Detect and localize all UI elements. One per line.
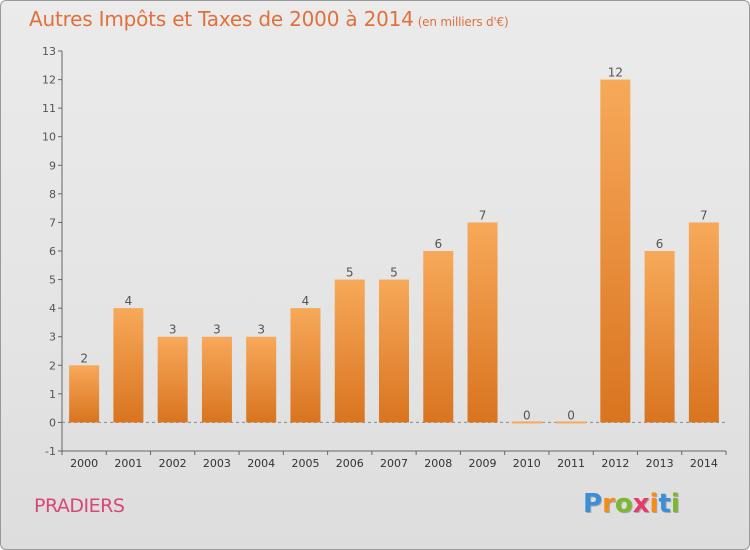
data-label-2001: 4 xyxy=(125,294,133,308)
bar-2014 xyxy=(688,222,719,423)
y-tick-label: 10 xyxy=(42,131,56,144)
bar-2006 xyxy=(334,279,365,423)
bar-2012 xyxy=(600,79,631,423)
bar-2001 xyxy=(113,308,144,423)
data-label-2013: 6 xyxy=(656,237,664,251)
x-tick-label-2004: 2004 xyxy=(247,457,275,470)
x-tick-label-2007: 2007 xyxy=(380,457,408,470)
y-tick-label: 8 xyxy=(49,188,56,201)
y-tick-label: 9 xyxy=(49,159,56,172)
data-label-2005: 4 xyxy=(302,294,310,308)
chart-title-text: Autres Impôts et Taxes de 2000 à 2014 xyxy=(29,7,414,31)
x-tick-label-2012: 2012 xyxy=(601,457,629,470)
bar-2004 xyxy=(246,336,277,423)
data-label-2009: 7 xyxy=(479,208,487,222)
data-label-2014: 7 xyxy=(700,208,708,222)
data-label-2003: 3 xyxy=(213,323,221,337)
y-tick-label: -1 xyxy=(45,445,56,458)
bar-2008 xyxy=(423,251,454,423)
chart-title: Autres Impôts et Taxes de 2000 à 2014 (en… xyxy=(29,7,509,31)
x-tick-label-2001: 2001 xyxy=(114,457,142,470)
chart-bars xyxy=(69,79,719,424)
proxiti-logo: Proxiti xyxy=(583,489,680,519)
y-tick-label: 0 xyxy=(49,416,56,429)
x-tick-label-2002: 2002 xyxy=(159,457,187,470)
x-tick-label-2011: 2011 xyxy=(557,457,585,470)
data-label-2012: 12 xyxy=(608,66,623,80)
x-tick-label-2008: 2008 xyxy=(424,457,452,470)
logo-letter: r xyxy=(602,489,615,519)
x-tick-label-2009: 2009 xyxy=(469,457,497,470)
y-tick-label: 5 xyxy=(49,274,56,287)
chart-x-tick-labels: 2000 2001 2002 2003 2004 2005 2006 2007 2008 2009… xyxy=(70,457,718,470)
x-tick-label-2013: 2013 xyxy=(646,457,674,470)
bar-2005 xyxy=(290,308,321,423)
logo-letter: P xyxy=(583,489,603,519)
y-tick-label: 1 xyxy=(49,388,56,401)
logo-letter: i xyxy=(670,489,680,519)
bar-2007 xyxy=(379,279,409,423)
y-tick-label: 6 xyxy=(49,245,56,258)
bar-2010 xyxy=(511,421,542,424)
y-tick-label: 11 xyxy=(42,102,56,115)
bar-2000 xyxy=(69,365,100,423)
logo-letter: i xyxy=(649,489,659,519)
bar-2003 xyxy=(201,336,232,423)
bar-2009 xyxy=(467,222,498,423)
data-label-2006: 5 xyxy=(346,266,354,280)
x-tick-label-2000: 2000 xyxy=(70,457,98,470)
logo-letter: o xyxy=(614,489,633,519)
data-label-2007: 5 xyxy=(390,266,398,280)
y-tick-label: 13 xyxy=(42,45,56,58)
data-label-2000: 2 xyxy=(80,351,88,365)
chart-data-labels: 2 4 3 3 3 4 5 5 6 7 0 0 12 6 7 xyxy=(80,66,707,423)
data-label-2002: 3 xyxy=(169,323,177,337)
chart-subtitle: (en milliers d'€) xyxy=(417,15,509,29)
commune-name: PRADIERS xyxy=(34,495,125,517)
x-tick-label-2005: 2005 xyxy=(291,457,319,470)
data-label-2004: 3 xyxy=(257,323,265,337)
logo-letter: t xyxy=(658,489,671,519)
x-tick-label-2014: 2014 xyxy=(690,457,718,470)
y-tick-label: 7 xyxy=(49,216,56,229)
y-tick-label: 2 xyxy=(49,359,56,372)
y-tick-label: 4 xyxy=(49,302,56,315)
bar-2011 xyxy=(556,421,587,424)
logo-letter: x xyxy=(632,489,650,519)
y-tick-label: 3 xyxy=(49,331,56,344)
y-tick-label: 12 xyxy=(42,74,56,87)
x-tick-label-2010: 2010 xyxy=(513,457,541,470)
data-label-2008: 6 xyxy=(434,237,442,251)
bar-2013 xyxy=(644,251,675,423)
x-tick-label-2006: 2006 xyxy=(336,457,364,470)
x-tick-label-2003: 2003 xyxy=(203,457,231,470)
data-label-2010: 0 xyxy=(523,408,531,422)
data-label-2011: 0 xyxy=(567,408,575,422)
bar-2002 xyxy=(157,336,188,423)
